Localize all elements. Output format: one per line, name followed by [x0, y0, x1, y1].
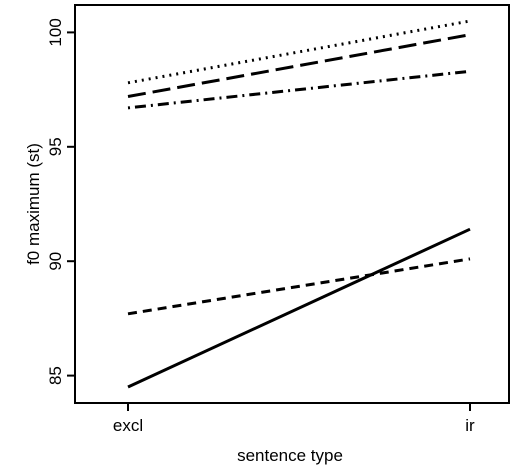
- series-line-dotted: [127, 19, 471, 85]
- y-tick-label: 100: [46, 18, 65, 46]
- y-axis: 85 90 95 100: [46, 18, 75, 385]
- x-tick-label: ir: [465, 416, 475, 435]
- x-axis: excl ir: [113, 402, 475, 435]
- y-axis-label: f0 maximum (st): [24, 143, 43, 265]
- series-line-dotdash: [127, 69, 471, 110]
- plot-frame: [74, 4, 510, 404]
- x-axis-label: sentence type: [237, 446, 343, 465]
- x-tick-label: excl: [113, 416, 143, 435]
- y-tick-label: 85: [46, 366, 65, 385]
- y-tick-label: 95: [46, 137, 65, 156]
- series-layer: [127, 19, 471, 389]
- series-line-longdash: [127, 33, 471, 98]
- series-line-solid: [127, 227, 471, 389]
- y-tick-label: 90: [46, 252, 65, 271]
- series-line-dashed: [127, 257, 471, 316]
